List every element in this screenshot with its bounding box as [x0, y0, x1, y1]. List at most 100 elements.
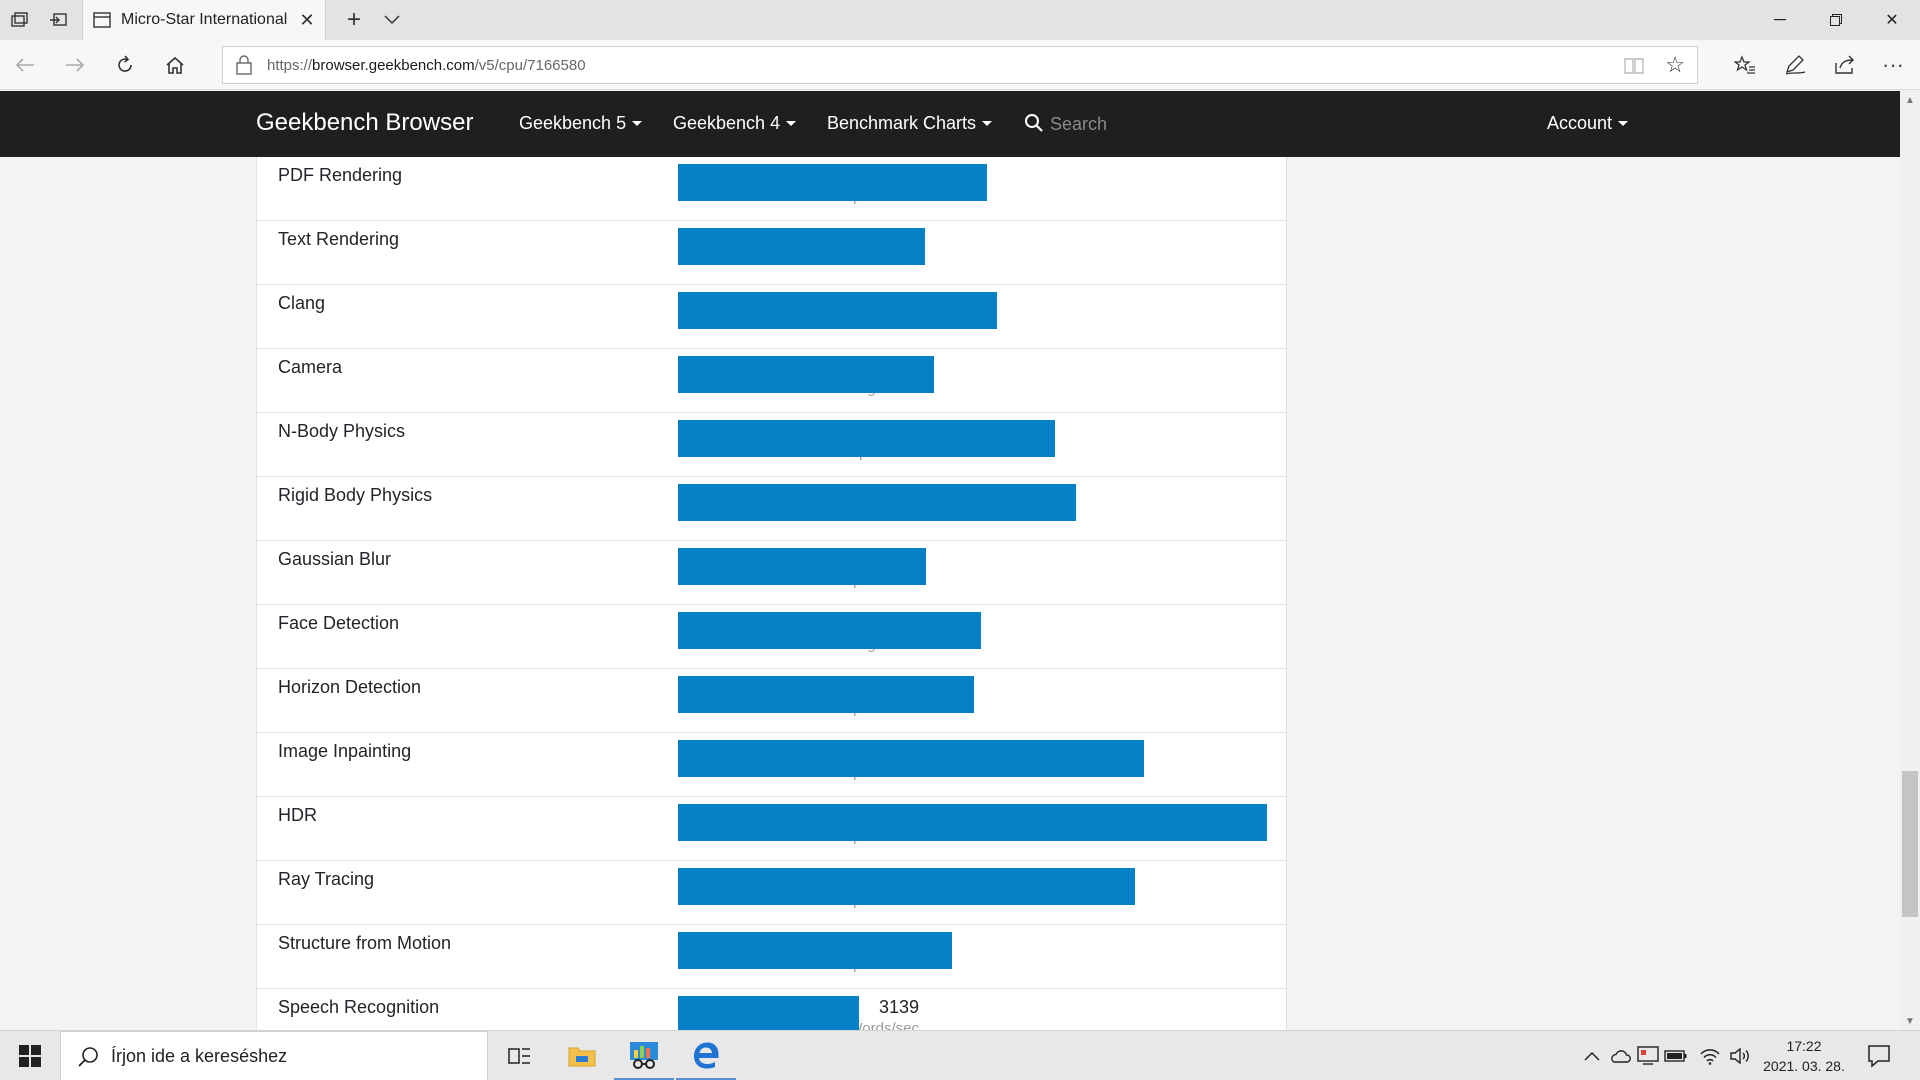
scrollbar-thumb[interactable] [1902, 771, 1918, 917]
score-bar [678, 484, 1076, 521]
show-hidden-icons-chevron-up-icon[interactable] [1580, 1044, 1604, 1068]
reading-view-icon[interactable] [1623, 55, 1645, 77]
file-explorer-icon[interactable] [552, 1031, 612, 1080]
score-bar [678, 676, 974, 713]
new-tab-icon[interactable]: + [346, 6, 361, 33]
menu-geekbench-4[interactable]: Geekbench 4 [673, 113, 797, 134]
caret-down-icon [786, 121, 797, 126]
benchmark-name: Clang [278, 293, 326, 313]
taskbar-clock[interactable]: 17:22 2021. 03. 28. [1756, 1036, 1852, 1076]
benchmark-name: Structure from Motion [278, 933, 452, 953]
table-row: Image Inpainting8078396.3 Mpixels/sec [257, 733, 1286, 797]
lock-icon[interactable] [235, 55, 253, 75]
site-navbar: Geekbench Browser Geekbench 5 Geekbench … [0, 91, 1900, 157]
favorite-star-icon[interactable]: ☆ [1665, 52, 1685, 77]
score-bar [678, 164, 987, 201]
page-scrollbar[interactable]: ▲ ▼ [1900, 91, 1920, 1030]
table-row: Horizon Detection5130126.4 Mpixels/sec [257, 669, 1286, 733]
menu-benchmark-charts[interactable]: Benchmark Charts [827, 113, 993, 134]
geekbench-app-icon[interactable] [614, 1031, 674, 1080]
benchmark-name: Face Detection [278, 613, 400, 633]
score-bar [678, 228, 925, 265]
benchmark-name: Speech Recognition [278, 997, 440, 1017]
table-row: Face Detection524340.4 images/sec [257, 605, 1286, 669]
task-view-icon[interactable] [490, 1031, 550, 1080]
benchmark-name: Rigid Body Physics [278, 485, 433, 505]
wifi-icon[interactable] [1698, 1044, 1722, 1068]
battery-icon[interactable] [1664, 1044, 1688, 1068]
score-bar [678, 740, 1144, 777]
table-row: Structure from Motion474642.5 Kpixels/se… [257, 925, 1286, 989]
more-options-icon[interactable]: ··· [1882, 52, 1904, 77]
table-row: PDF Rendering5345290.1 Mpixels/sec [257, 157, 1286, 221]
action-center-notification-icon[interactable] [1866, 1043, 1892, 1069]
scroll-down-arrow-icon[interactable]: ▼ [1905, 1015, 1915, 1027]
refresh-icon[interactable] [110, 50, 140, 80]
close-tab-icon[interactable]: ✕ [299, 9, 315, 30]
browser-tab-active[interactable]: Micro-Star International ✕ [82, 0, 326, 40]
url-text[interactable]: https://browser.geekbench.com/v5/cpu/716… [267, 57, 586, 74]
tab-preview-chevron-down-icon[interactable] [378, 6, 406, 34]
site-brand-link[interactable]: Geekbench Browser [256, 109, 474, 136]
windows-start-icon[interactable] [0, 1031, 60, 1080]
table-row: Text Rendering42701.33 MB/sec [257, 221, 1286, 285]
score-bar [678, 420, 1055, 457]
page-content: PDF Rendering5345290.1 Mpixels/secText R… [0, 157, 1900, 1030]
caret-down-icon [632, 121, 643, 126]
close-window-icon[interactable]: ✕ [1885, 12, 1899, 29]
tab-manager-icon[interactable] [6, 6, 34, 34]
minimize-window-icon[interactable] [1752, 0, 1808, 40]
share-icon[interactable] [1830, 50, 1860, 80]
table-row: Rigid Body Physics688842673.8 FPS [257, 477, 1286, 541]
benchmark-name: HDR [278, 805, 317, 825]
benchmark-results-table: PDF Rendering5345290.1 Mpixels/secText R… [256, 157, 1287, 1030]
benchmark-name: N-Body Physics [278, 421, 406, 441]
windows-taskbar: Írjon ide a kereséshez 17:22 2021. 03. 2… [0, 1030, 1920, 1080]
pen-notes-icon[interactable] [1780, 50, 1810, 80]
browser-toolbar: https://browser.geekbench.com/v5/cpu/716… [0, 40, 1920, 90]
menu-geekbench-5[interactable]: Geekbench 5 [519, 113, 643, 134]
taskbar-search-box[interactable]: Írjon ide a kereséshez [60, 1031, 488, 1080]
score-bar [678, 612, 981, 649]
benchmark-name: Camera [278, 357, 343, 377]
forward-arrow-icon[interactable] [60, 50, 90, 80]
benchmark-name: Gaussian Blur [278, 549, 392, 569]
benchmark-throughput: 100.4 Words/sec [806, 1020, 919, 1030]
address-bar[interactable]: https://browser.geekbench.com/v5/cpu/716… [222, 46, 1698, 84]
browser-tab-bar: Micro-Star International ✕ + ✕ [0, 0, 1920, 40]
table-row: HDR10202139.0 Mpixels/sec [257, 797, 1286, 861]
clock-time: 17:22 [1786, 1038, 1822, 1054]
favorites-list-icon[interactable] [1730, 50, 1760, 80]
table-row: Gaussian Blur4292235.9 Mpixels/sec [257, 541, 1286, 605]
search-icon[interactable] [1024, 113, 1044, 133]
benchmark-score: 3139 [878, 997, 919, 1017]
score-bar [678, 932, 952, 969]
home-icon[interactable] [160, 50, 190, 80]
caret-down-icon [982, 121, 993, 126]
scroll-up-arrow-icon[interactable]: ▲ [1905, 94, 1915, 106]
score-bar [678, 356, 934, 393]
table-row: N-Body Physics65378.18 Mpairs/sec [257, 413, 1286, 477]
page-favicon-icon [93, 12, 111, 28]
volume-speaker-icon[interactable] [1728, 1044, 1752, 1068]
score-bar [678, 292, 997, 329]
benchmark-name: Text Rendering [278, 229, 400, 249]
benchmark-name: Horizon Detection [278, 677, 422, 697]
back-arrow-icon[interactable] [10, 50, 40, 80]
onedrive-cloud-icon[interactable] [1608, 1044, 1632, 1068]
benchmark-name: PDF Rendering [278, 165, 403, 185]
set-aside-tabs-icon[interactable] [44, 6, 72, 34]
table-row: Speech Recognition 3139 100.4 Words/sec [257, 989, 1286, 1030]
score-bar [678, 548, 926, 585]
score-bar [678, 996, 859, 1030]
taskbar-search-placeholder: Írjon ide a kereséshez [111, 1046, 288, 1066]
system-monitor-icon[interactable] [1636, 1044, 1660, 1068]
search-icon [78, 1047, 98, 1067]
edge-browser-icon[interactable] [676, 1031, 736, 1080]
search-input[interactable] [1050, 107, 1270, 141]
restore-window-icon[interactable] [1808, 0, 1864, 40]
table-row: Camera444151.5 images/sec [257, 349, 1286, 413]
tab-title: Micro-Star International [121, 11, 288, 28]
menu-account[interactable]: Account [1547, 113, 1629, 134]
benchmark-name: Ray Tracing [278, 869, 375, 889]
